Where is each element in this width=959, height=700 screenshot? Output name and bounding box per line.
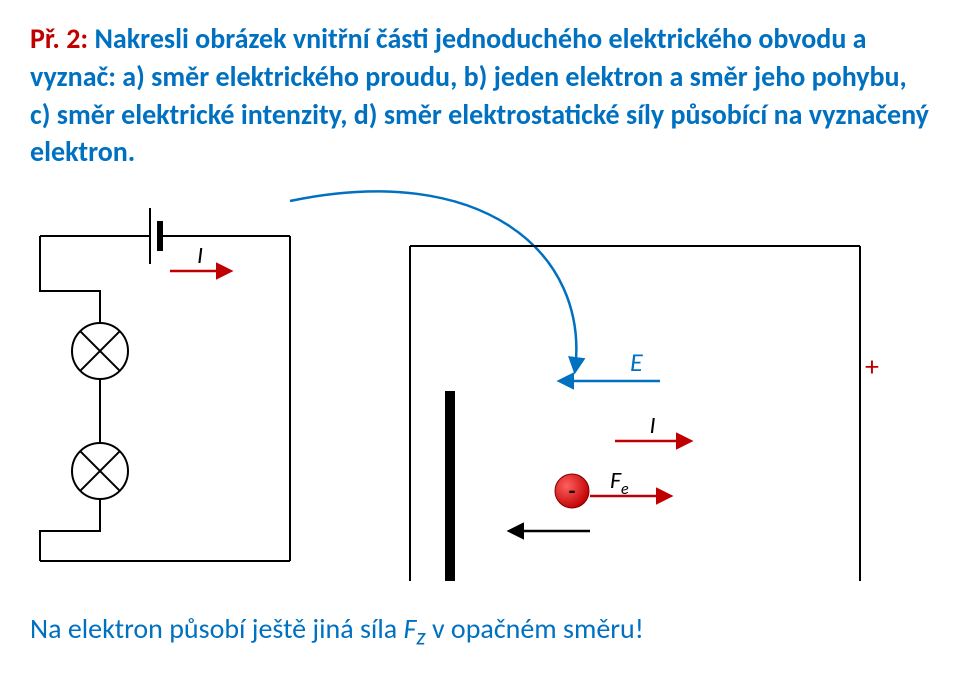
title-prefix: Př. 2:: [30, 21, 88, 56]
footer-post: v opačném směru!: [426, 611, 644, 646]
svg-text:Fe: Fe: [610, 466, 629, 499]
svg-text:-: -: [569, 477, 576, 504]
title-body: Nakresli obrázek vnitřní části jednoduch…: [30, 21, 929, 169]
circuit-diagram: I E + I - Fe: [30, 181, 930, 601]
svg-text:I: I: [649, 411, 655, 440]
footer-text: Na elektron působí ještě jiná síla Fz v …: [30, 611, 929, 652]
problem-text: Př. 2: Nakresli obrázek vnitřní části je…: [30, 20, 929, 171]
svg-text:I: I: [197, 241, 203, 270]
svg-text:+: +: [865, 349, 879, 384]
svg-text:E: E: [630, 346, 643, 378]
footer-force: Fz: [404, 611, 426, 646]
footer-pre: Na elektron působí ještě jiná síla: [30, 611, 404, 646]
